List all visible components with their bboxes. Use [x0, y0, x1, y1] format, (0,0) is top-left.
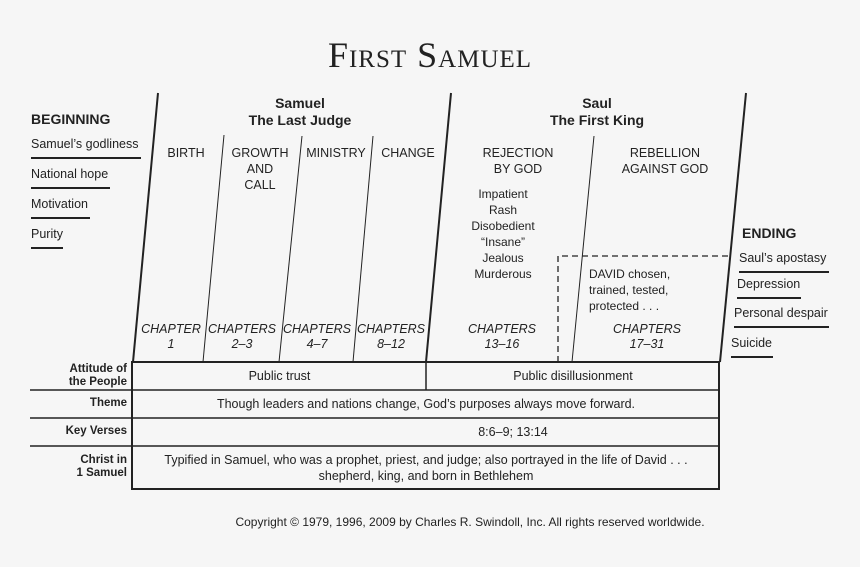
attitude-saul-cell: Public disillusionment — [513, 369, 633, 383]
section-name: Saul — [582, 95, 612, 111]
ending-item: Personal despair — [734, 306, 829, 328]
division-rebellion-label: REBELLION AGAINST GOD — [621, 146, 709, 176]
section-subtitle: The First King — [549, 112, 645, 128]
row-label-key-verses: Key Verses — [65, 425, 127, 437]
beginning-heading: BEGINNING — [31, 111, 111, 127]
page-title: First Samuel — [327, 35, 533, 75]
chapter-label: CHAPTERS 2–3 — [207, 322, 277, 351]
division-rejection-label: REJECTION BY GOD — [482, 146, 554, 176]
section-name: Samuel — [275, 95, 325, 111]
chapter-label: CHAPTER 1 — [141, 322, 201, 351]
ending-item: Saul’s apostasy — [739, 251, 829, 273]
row-label-attitude: Attitude of the People — [68, 363, 127, 388]
division-birth-label: BIRTH — [167, 146, 205, 160]
beginning-item: Motivation — [31, 197, 90, 219]
section-subtitle: The Last Judge — [248, 112, 352, 128]
rejection-traits: Impatient Rash Disobedient “Insane” Jeal… — [471, 187, 535, 281]
beginning-item: Purity — [31, 227, 63, 249]
division-change-label: CHANGE — [381, 146, 435, 160]
theme-cell: Though leaders and nations change, God’s… — [216, 397, 636, 411]
row-label-christ: Christ in 1 Samuel — [76, 454, 128, 479]
beginning-item: Samuel’s godliness — [31, 137, 141, 159]
chapter-label: CHAPTERS 17–31 — [612, 322, 682, 351]
attitude-samuel-cell: Public trust — [248, 369, 311, 383]
division-growth-label: GROWTH AND CALL — [231, 146, 289, 192]
chapter-label: CHAPTERS 4–7 — [282, 322, 352, 351]
division-ministry-label: MINISTRY — [306, 146, 366, 160]
ending-item: Suicide — [731, 336, 773, 358]
ending-item: Depression — [737, 277, 801, 299]
key-verses-cell: 8:6–9; 13:14 — [478, 425, 548, 439]
section-samuel-header: Samuel The Last Judge — [200, 95, 400, 129]
beginning-item: National hope — [31, 167, 110, 189]
chapter-label: CHAPTERS 8–12 — [356, 322, 426, 351]
row-label-theme: Theme — [89, 397, 127, 409]
section-saul-header: Saul The First King — [497, 95, 697, 129]
copyright: Copyright © 1979, 1996, 2009 by Charles … — [235, 515, 705, 529]
david-note: DAVID chosen, trained, tested, protected… — [589, 267, 671, 313]
christ-cell: Typified in Samuel, who was a prophet, p… — [164, 453, 688, 483]
ending-heading: ENDING — [742, 225, 797, 241]
chapter-label: CHAPTERS 13–16 — [467, 322, 537, 351]
